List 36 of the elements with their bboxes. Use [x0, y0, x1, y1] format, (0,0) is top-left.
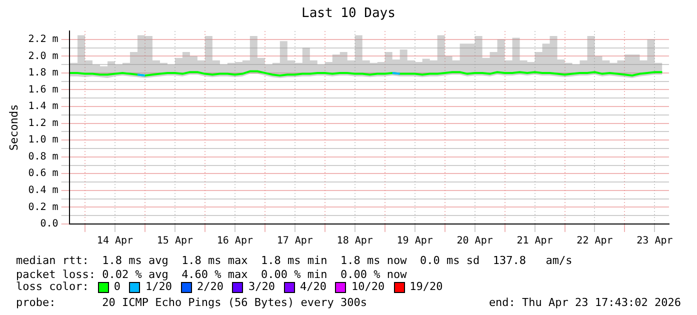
- y-tick-label: 0.2 m: [28, 202, 58, 213]
- y-tick-label: 0.0: [40, 218, 58, 230]
- x-tick-label: 23 Apr: [636, 236, 673, 247]
- y-tick-label: 1.0 m: [28, 134, 58, 146]
- x-tick-label: 20 Apr: [456, 236, 493, 247]
- legend-label: 19/20: [410, 280, 443, 294]
- legend-label: 10/20: [351, 280, 385, 294]
- legend-title: loss color:: [16, 280, 89, 294]
- text: end: Thu Apr 23 17:43:02 2026: [488, 296, 681, 310]
- legend-label: 3/20: [248, 280, 275, 294]
- x-tick-label: 18 Apr: [336, 236, 373, 247]
- text: packet loss: 0.02 % avg 4.60 % max 0.00 % min 0.00 % now: [16, 268, 407, 282]
- y-axis-title: Seconds: [7, 104, 20, 151]
- x-tick-label: 21 Apr: [516, 236, 553, 247]
- legend-label: 0: [114, 280, 120, 294]
- y-tick-label: 0.6 m: [28, 168, 58, 180]
- text: median rtt: 1.8 ms avg 1.8 ms max 1.8 ms min 1.8 ms now 0.0 ms sd 137.8 am/s: [16, 254, 572, 268]
- y-tick-label: 1.4 m: [28, 101, 58, 112]
- x-tick-label: 14 Apr: [96, 236, 134, 247]
- y-tick-label: 2.0 m: [28, 50, 58, 62]
- y-tick-label: 1.8 m: [28, 68, 58, 79]
- text: probe: 20 ICMP Echo Pings (56 Bytes) every 300s: [16, 296, 367, 310]
- x-tick-label: 17 Apr: [276, 236, 313, 247]
- y-tick-label: 1.6 m: [28, 84, 58, 96]
- x-tick-label: 19 Apr: [396, 236, 433, 247]
- x-tick-label: 15 Apr: [156, 236, 194, 247]
- legend-label: 4/20: [300, 280, 326, 294]
- y-tick-label: 0.4 m: [28, 185, 58, 196]
- legend-label: 1/20: [145, 280, 172, 294]
- chart-title: Last 10 Days: [300, 6, 396, 21]
- y-tick-label: 2.2 m: [28, 34, 58, 45]
- y-tick-label: 1.2 m: [28, 118, 58, 129]
- x-tick-label: 16 Apr: [216, 236, 253, 247]
- legend-label: 2/20: [196, 280, 224, 294]
- y-tick-label: 0.8 m: [28, 151, 58, 162]
- x-tick-label: 22 Apr: [576, 236, 613, 247]
